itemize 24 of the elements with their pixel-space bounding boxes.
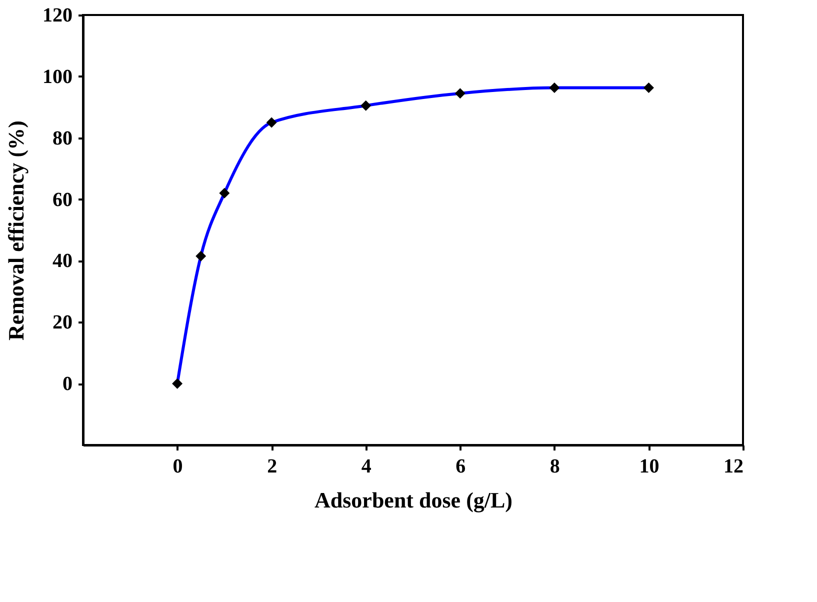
y-tick-label: 120: [42, 4, 72, 26]
y-tick-label: 60: [52, 188, 72, 211]
x-tick-label: 8: [550, 456, 560, 478]
x-tick-label: 2: [267, 456, 278, 478]
y-axis-title: Removal efficiency (%): [4, 120, 28, 340]
y-tick-label: 20: [52, 312, 72, 334]
x-axis-title: Adsorbent dose (g/L): [314, 488, 513, 512]
x-tick-label: 6: [456, 456, 466, 478]
y-tick-label: 80: [52, 127, 72, 150]
y-tick-label: 40: [52, 250, 72, 272]
x-tick-label: 0: [172, 456, 183, 478]
point: [172, 378, 183, 389]
point: [643, 82, 654, 94]
point: [196, 250, 206, 262]
point: [360, 100, 372, 111]
x-tick-label: 4: [361, 456, 372, 478]
x-tick-label: 10: [639, 456, 660, 478]
x-tick-label: 12: [724, 456, 744, 478]
y-tick-label: 100: [42, 66, 72, 88]
y-tick-label: 0: [62, 373, 72, 396]
point: [549, 82, 560, 94]
point: [219, 188, 230, 198]
point: [266, 117, 277, 128]
point: [454, 88, 466, 99]
